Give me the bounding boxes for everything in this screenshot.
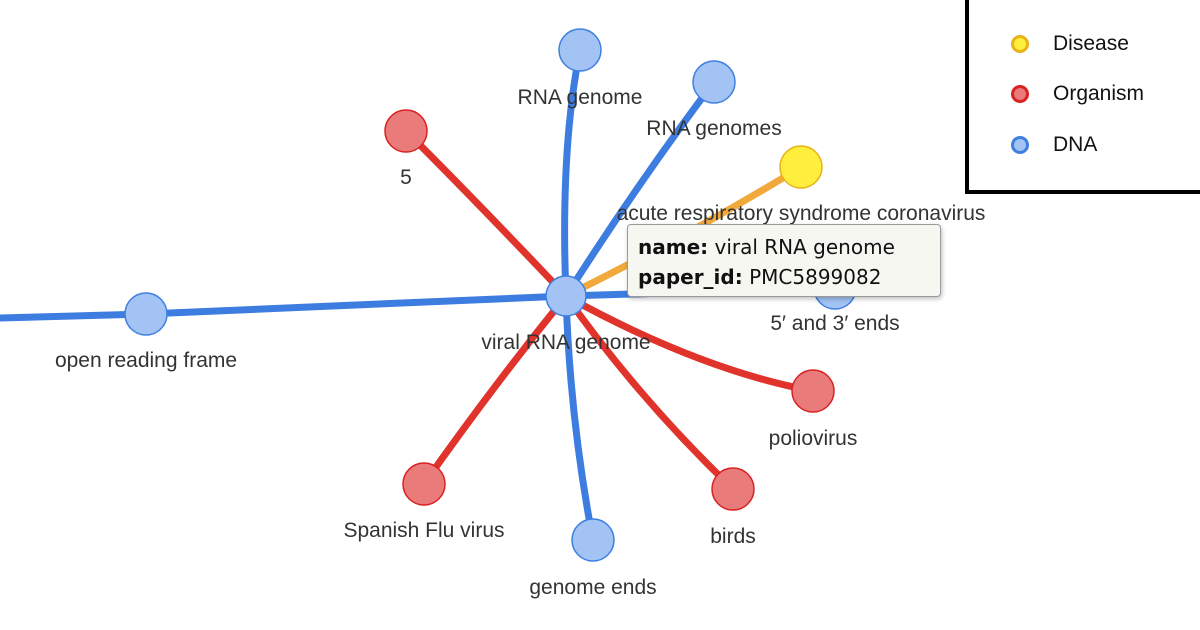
legend: Disease Organism DNA: [965, 0, 1200, 194]
graph-node-birds[interactable]: [711, 467, 755, 511]
node-label: 5′ and 3′ ends: [770, 312, 899, 335]
graph-edge: [562, 292, 737, 493]
tooltip-name-key: name:: [638, 235, 709, 259]
tooltip-paper-value: PMC5899082: [749, 265, 882, 289]
legend-label: Organism: [1053, 82, 1145, 105]
tooltip-paper-key: paper_id:: [638, 265, 743, 289]
graph-edge: [562, 292, 597, 544]
graph-node-rna-genome[interactable]: [558, 28, 602, 72]
graph-node-orf[interactable]: [124, 292, 168, 336]
graph-node-poliovirus[interactable]: [791, 369, 835, 413]
node-label: RNA genome: [518, 86, 643, 109]
legend-item-disease: Disease: [1011, 32, 1129, 56]
node-label: RNA genomes: [646, 117, 781, 140]
node-label: open reading frame: [55, 349, 237, 372]
node-label: genome ends: [529, 576, 656, 599]
node-label: birds: [710, 525, 756, 548]
graph-edge: [0, 310, 150, 322]
graph-edge: [562, 78, 718, 300]
graph-edge: [402, 127, 570, 300]
tooltip-name-row: name: viral RNA genome: [638, 232, 930, 262]
node-label: poliovirus: [769, 427, 858, 450]
graph-edge: [561, 46, 584, 300]
node-label: Spanish Flu virus: [343, 519, 504, 542]
graph-edge: [562, 292, 817, 395]
graph-edge: [420, 292, 570, 488]
node-label: viral RNA genome: [481, 331, 650, 354]
tooltip-paper-row: paper_id: PMC5899082: [638, 262, 930, 292]
graph-nodes: [124, 28, 857, 562]
node-tooltip: name: viral RNA genome paper_id: PMC5899…: [627, 224, 941, 297]
dna-dot-icon: [1011, 136, 1029, 154]
graph-node-viral-rna-genome[interactable]: [545, 275, 587, 317]
node-label: 5: [400, 166, 412, 189]
disease-dot-icon: [1011, 35, 1029, 53]
graph-node-five[interactable]: [384, 109, 428, 153]
node-label: acute respiratory syndrome coronavirus: [617, 202, 986, 225]
legend-label: DNA: [1053, 133, 1098, 156]
graph-node-acute-resp[interactable]: [779, 145, 823, 189]
graph-edge: [142, 292, 570, 318]
graph-node-rna-genomes[interactable]: [692, 60, 736, 104]
organism-dot-icon: [1011, 85, 1029, 103]
tooltip-name-value: viral RNA genome: [714, 235, 895, 259]
legend-item-organism: Organism: [1011, 82, 1144, 106]
legend-label: Disease: [1053, 32, 1129, 55]
graph-node-spanish-flu[interactable]: [402, 462, 446, 506]
legend-item-dna: DNA: [1011, 133, 1097, 157]
graph-node-genome-ends[interactable]: [571, 518, 615, 562]
